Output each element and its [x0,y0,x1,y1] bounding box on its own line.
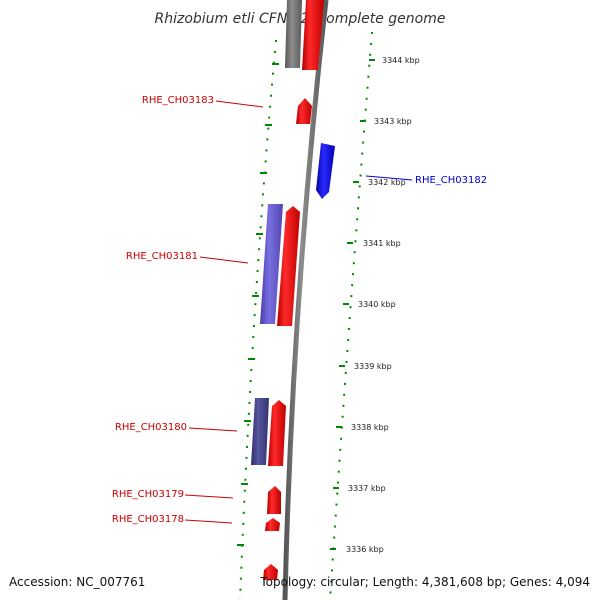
gene-rhe-ch03180 [268,400,286,466]
tick-label-3344: 3344 kbp [382,56,420,65]
gene-gray-top [285,0,302,68]
major-tick-marks [237,59,375,550]
accession-text: Accession: NC_007761 [9,575,145,589]
gene-label-rhe-ch03180[interactable]: RHE_CH03180 [115,422,187,433]
tick-label-3338: 3338 kbp [351,423,389,432]
genome-summary-text: Topology: circular; Length: 4,381,608 bp… [259,575,590,589]
gene-label-rhe-ch03182[interactable]: RHE_CH03182 [415,175,487,186]
gene-rhe-ch03178 [265,518,280,531]
gene-label-rhe-ch03178[interactable]: RHE_CH03178 [112,514,184,525]
gene-label-rhe-ch03181[interactable]: RHE_CH03181 [126,251,198,262]
tick-label-3340: 3340 kbp [358,300,396,309]
tick-label-3342: 3342 kbp [368,178,406,187]
genome-backbone [282,0,329,600]
gene-rhe-ch03179 [267,486,281,514]
tick-label-3341: 3341 kbp [363,239,401,248]
gene-rhe-ch03181-upper [260,204,283,324]
tick-label-3337: 3337 kbp [348,484,386,493]
gene-red-top [302,0,324,70]
tick-label-3343: 3343 kbp [374,117,412,126]
gene-rhe-ch03182 [316,143,335,199]
gene-red-bottom [263,564,278,580]
tick-label-3336: 3336 kbp [346,545,384,554]
gene-features [251,0,335,580]
gene-label-rhe-ch03183[interactable]: RHE_CH03183 [142,95,214,106]
gene-leader-lines [184,100,413,524]
gene-label-rhe-ch03179[interactable]: RHE_CH03179 [112,489,184,500]
gene-rhe-ch03181 [277,206,300,326]
tick-label-3339: 3339 kbp [354,362,392,371]
gene-rhe-ch03183 [296,98,312,124]
outer-tick-ring [329,31,373,600]
gene-rhe-ch03180-upper [251,398,269,465]
